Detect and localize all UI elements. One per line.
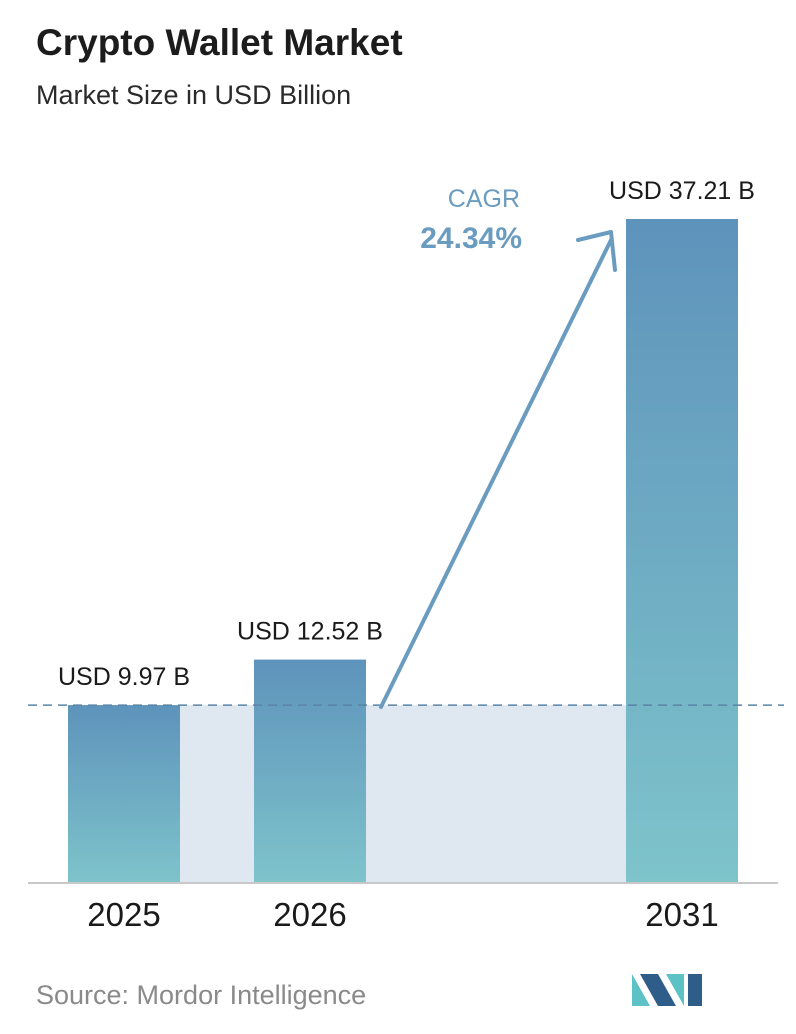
value-label-2031: USD 37.21 B xyxy=(609,177,755,205)
cagr-arrow xyxy=(379,238,613,709)
cagr-value: 24.34% xyxy=(420,222,522,255)
chart-subtitle: Market Size in USD Billion xyxy=(36,80,352,110)
bar-chart: USD 9.97 B USD 12.52 B USD 37.21 B 2025 202… xyxy=(28,177,784,933)
source-note: Source: Mordor Intelligence xyxy=(36,980,367,1010)
bar-2025 xyxy=(68,705,180,883)
cagr-label: CAGR xyxy=(448,185,520,213)
value-label-2025: USD 9.97 B xyxy=(58,663,190,691)
bar-2026 xyxy=(254,659,366,883)
value-label-2026: USD 12.52 B xyxy=(237,618,383,646)
chart-title: Crypto Wallet Market xyxy=(36,22,403,63)
band-2025-2026 xyxy=(180,705,254,883)
cagr-arrow-head xyxy=(576,230,617,272)
bar-2031 xyxy=(626,219,738,883)
mordor-intelligence-logo-icon xyxy=(632,974,702,1006)
x-tick-2031: 2031 xyxy=(645,896,718,933)
x-tick-2025: 2025 xyxy=(87,896,160,933)
band-2026-2031 xyxy=(366,705,626,883)
x-tick-2026: 2026 xyxy=(273,896,346,933)
